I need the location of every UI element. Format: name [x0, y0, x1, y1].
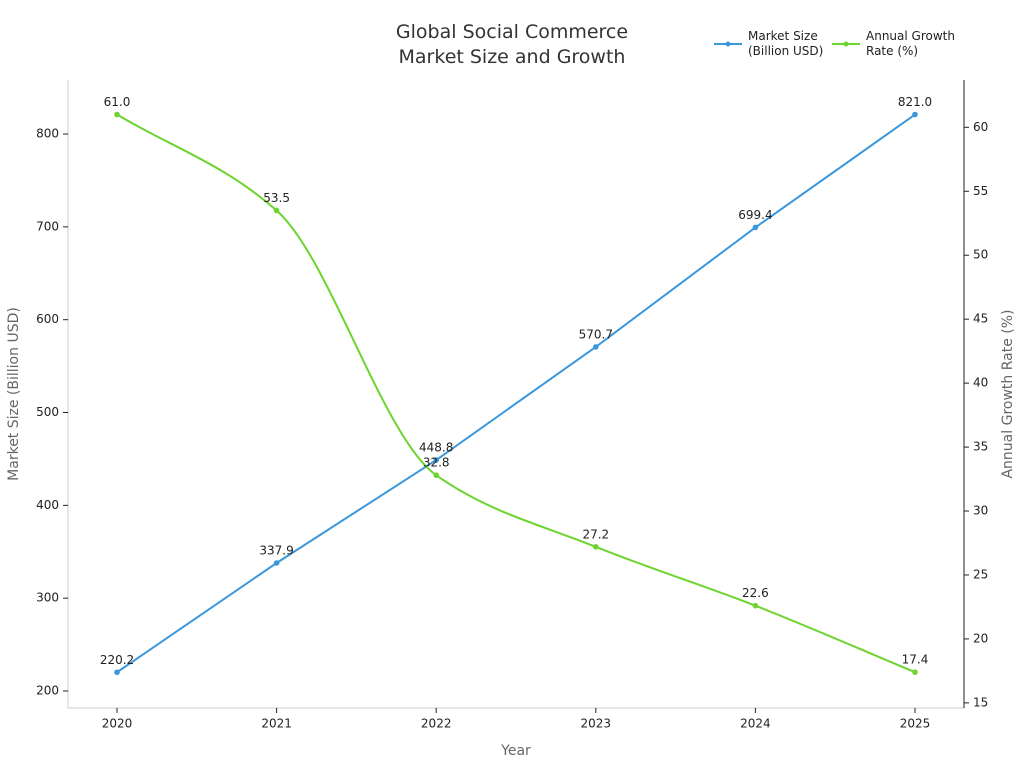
y2-tick-label: 60	[973, 120, 988, 134]
y2-tick-label: 25	[973, 567, 988, 581]
point	[433, 457, 440, 463]
point	[593, 544, 599, 550]
y-axis-label: Market Size (Billion USD)	[6, 307, 22, 481]
x-tick-label: 2020	[102, 717, 133, 731]
value-label: 17.4	[902, 653, 929, 667]
y-tick-label: 800	[36, 127, 59, 141]
legend-label: Annual Growth Rate (%)	[866, 29, 955, 58]
y2-tick-label: 50	[973, 248, 988, 262]
y-tick-label: 600	[36, 312, 59, 326]
value-label: 61.0	[104, 95, 131, 109]
legend-label: Market Size (Billion USD)	[748, 29, 824, 58]
point	[273, 560, 280, 566]
point	[752, 602, 759, 609]
point	[114, 669, 120, 676]
x-tick-label: 2021	[261, 717, 292, 731]
value-label: 570.7	[579, 327, 613, 341]
legend-marker	[725, 41, 731, 47]
value-label: 53.5	[263, 191, 290, 205]
y2-tick-label: 35	[973, 440, 988, 454]
y2-axis-label: Annual Growth Rate (%)	[1000, 309, 1016, 478]
value-label: 699.4	[738, 208, 772, 222]
series-line	[116, 113, 916, 674]
point	[273, 207, 280, 214]
point	[752, 224, 759, 231]
x-tick-label: 2023	[581, 717, 612, 731]
y2-tick-label: 20	[973, 631, 988, 645]
point	[114, 111, 120, 118]
y2-tick-label: 45	[973, 312, 988, 326]
y-tick-label: 200	[36, 684, 59, 698]
legend-marker	[843, 41, 849, 47]
point	[912, 669, 918, 675]
y-tick-label: 700	[36, 219, 59, 233]
value-label: 32.8	[423, 456, 450, 470]
y2-tick-label: 30	[973, 504, 988, 518]
series-line	[116, 113, 916, 674]
y2-tick-label: 55	[973, 184, 988, 198]
x-tick-label: 2022	[421, 717, 452, 731]
x-tick-label: 2024	[740, 717, 771, 731]
value-label: 27.2	[582, 527, 609, 541]
value-label: 22.6	[742, 586, 769, 600]
x-tick-label: 2025	[900, 717, 931, 731]
value-label: 220.2	[100, 653, 134, 667]
point	[912, 111, 918, 118]
y2-tick-label: 40	[973, 376, 988, 390]
point	[433, 472, 440, 479]
point	[593, 344, 599, 350]
y2-tick-label: 15	[973, 695, 988, 709]
y-tick-label: 500	[36, 405, 59, 419]
value-label: 448.8	[419, 441, 453, 455]
value-label: 337.9	[259, 543, 293, 557]
y-tick-label: 400	[36, 498, 59, 512]
chart-title: Global Social Commerce Market Size and G…	[395, 21, 629, 68]
y-tick-label: 300	[36, 591, 59, 605]
x-axis-label: Year	[500, 743, 531, 759]
value-label: 821.0	[898, 95, 932, 109]
